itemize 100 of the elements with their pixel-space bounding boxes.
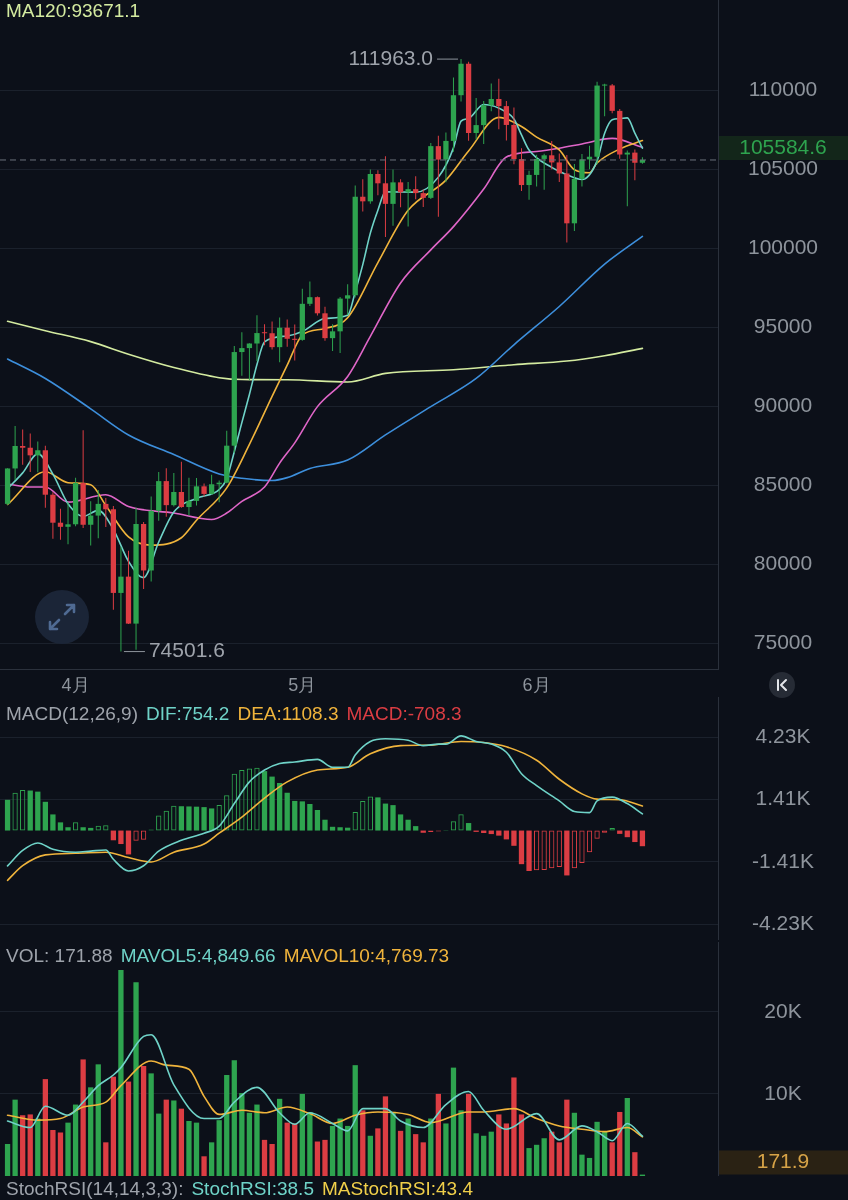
y-tick-label: 10K <box>764 1080 802 1104</box>
bar <box>110 1076 117 1176</box>
candlestick <box>133 507 139 650</box>
bar <box>337 827 343 831</box>
bar <box>382 803 389 831</box>
bar <box>367 1135 373 1176</box>
bar <box>239 1093 245 1176</box>
bar <box>277 783 283 831</box>
bar <box>35 1118 41 1176</box>
bar <box>609 1142 615 1176</box>
bar <box>473 1133 479 1176</box>
y-tick-label: 80000 <box>753 551 813 575</box>
y-tick-label: 110000 <box>748 76 818 100</box>
text: MAStochRSI:43.4 <box>321 1178 473 1199</box>
bar <box>337 1118 343 1176</box>
bar <box>57 822 64 831</box>
bar <box>231 1060 237 1176</box>
bar <box>4 799 11 831</box>
y-tick-label: 90000 <box>753 393 813 417</box>
bar <box>322 1139 328 1176</box>
candlestick <box>80 430 86 528</box>
candlestick <box>186 477 192 516</box>
bar <box>322 819 328 831</box>
text: DEA:1108.3 <box>237 703 339 724</box>
bar <box>390 805 396 831</box>
bar <box>140 1065 147 1176</box>
candlestick <box>443 132 449 183</box>
text: MACD:-708.3 <box>346 703 462 724</box>
y-tick-label: 75000 <box>753 630 813 654</box>
candlestick <box>307 281 313 307</box>
line-series <box>6 235 644 482</box>
candlestick <box>50 492 56 539</box>
candlestick <box>118 546 124 652</box>
bar <box>65 1122 71 1176</box>
bar <box>42 801 48 831</box>
bar <box>397 1130 404 1176</box>
bar <box>27 1114 33 1176</box>
bar <box>511 830 517 846</box>
bar <box>292 800 298 831</box>
chart-title: MACD(12,26,9) <box>6 703 138 724</box>
bar <box>178 1108 185 1176</box>
bar <box>65 827 71 831</box>
bar <box>224 1075 230 1176</box>
bar <box>458 1110 464 1176</box>
bar <box>345 1125 351 1176</box>
bar <box>405 1118 411 1176</box>
candlestick <box>390 169 396 226</box>
bar <box>579 1154 585 1176</box>
candlestick <box>269 321 275 350</box>
bar <box>299 801 305 831</box>
bar <box>624 1098 630 1176</box>
bar <box>488 1131 494 1176</box>
annotation: 74501.6 <box>148 638 225 662</box>
bar <box>261 771 268 831</box>
bar <box>148 1073 154 1176</box>
text: 105584.6 <box>739 134 827 158</box>
bar <box>254 1104 260 1176</box>
bar <box>413 826 419 831</box>
y-tick-label: 95000 <box>753 314 813 338</box>
bar <box>125 1081 132 1176</box>
bar <box>450 1067 457 1176</box>
bar <box>413 1134 419 1176</box>
bar <box>307 804 313 831</box>
bar <box>27 790 33 831</box>
y-tick-label: 20K <box>764 998 802 1022</box>
bar <box>564 1099 570 1176</box>
text: MAVOL5:4,849.66 <box>120 945 276 966</box>
bar <box>299 1093 305 1176</box>
y-tick-label: -4.23K <box>752 910 814 934</box>
bar <box>133 982 139 1176</box>
text: 171.9 <box>756 1149 810 1173</box>
bar <box>284 1122 290 1176</box>
bar <box>329 826 336 831</box>
bar <box>405 819 411 831</box>
bar <box>216 1120 222 1176</box>
bar <box>88 1087 94 1176</box>
bar <box>261 1139 268 1176</box>
bar <box>171 1100 177 1176</box>
bar <box>103 1142 109 1176</box>
candlestick <box>65 502 71 545</box>
bar <box>186 806 192 831</box>
candlestick <box>458 59 464 102</box>
bar <box>390 1112 396 1176</box>
text: StochRSI(14,14,3,3): <box>6 1178 184 1199</box>
candlestick <box>254 315 260 362</box>
bar <box>314 809 321 831</box>
text: MA120:93671.1 <box>6 0 141 21</box>
y-tick-label: 4.23K <box>755 723 811 747</box>
bar <box>420 1142 426 1176</box>
bar <box>632 1152 638 1176</box>
bar <box>496 1114 502 1176</box>
bar <box>50 1130 56 1176</box>
bar <box>50 814 56 831</box>
y-tick-label: 85000 <box>753 472 813 496</box>
bar <box>526 830 532 872</box>
bar <box>465 1093 472 1176</box>
bar <box>541 1138 547 1176</box>
bar <box>329 1125 336 1176</box>
candlestick <box>375 170 381 196</box>
bar <box>443 1123 449 1176</box>
